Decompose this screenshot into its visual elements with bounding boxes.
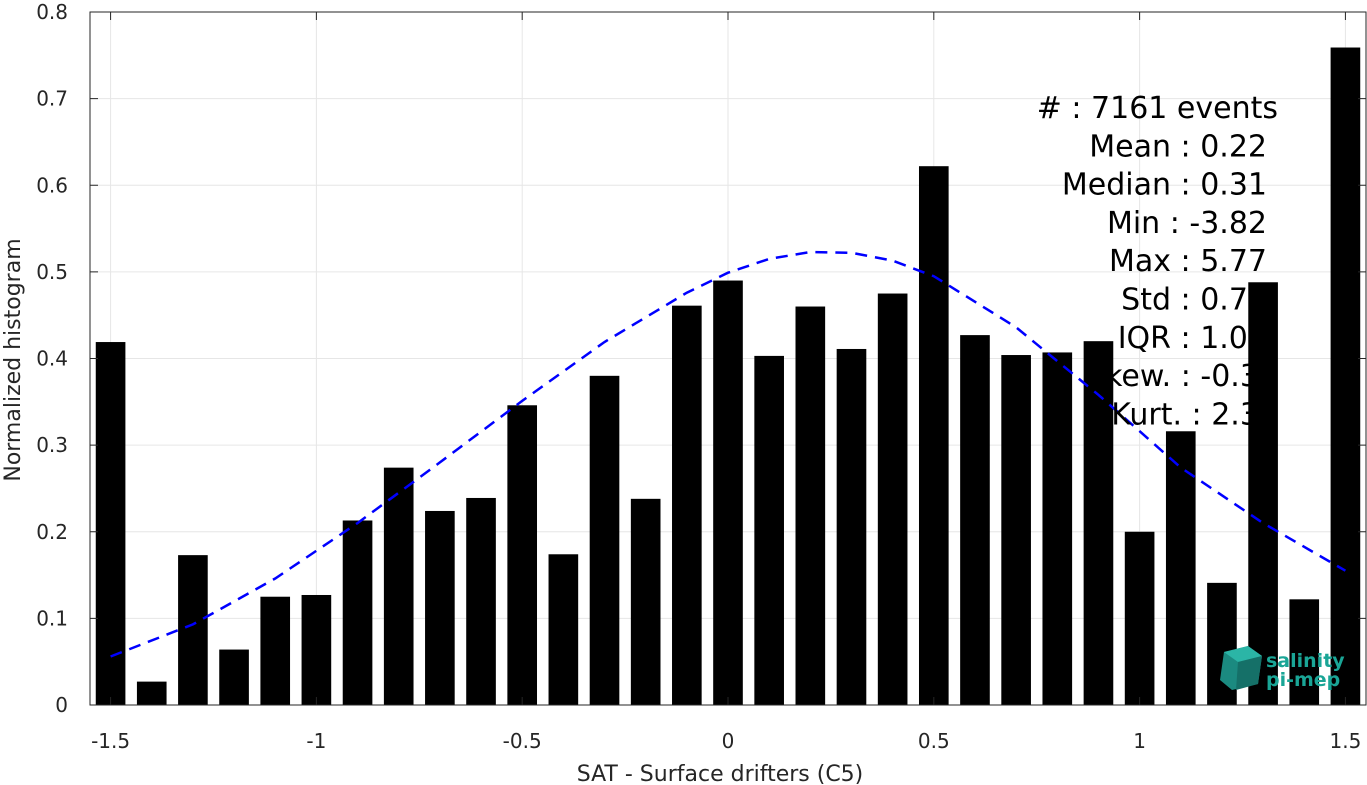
bar-3: [219, 649, 249, 705]
salinity-logo: salinity pi-mep: [1220, 646, 1345, 691]
fit-curve: [110, 250, 1347, 658]
bar-19: [877, 293, 908, 705]
bar-23: [1042, 352, 1073, 705]
x-tick-label-1: -1: [306, 729, 326, 753]
logo-line1: salinity: [1266, 650, 1345, 672]
bar-30: [1330, 47, 1361, 706]
bar-25: [1124, 531, 1155, 705]
bar-16: [754, 355, 784, 705]
x-tick-label-4: 0.5: [918, 729, 950, 753]
bar-11: [548, 554, 579, 705]
bar-21: [960, 335, 990, 705]
x-tick-label-5: 1: [1133, 729, 1146, 753]
bar-24: [1083, 341, 1114, 705]
bar-9: [466, 497, 496, 705]
x-tick-label-6: 1.5: [1330, 729, 1362, 753]
x-tick-label-3: 0: [722, 729, 735, 753]
stat-line-6: IQR : 1.05: [1118, 321, 1267, 356]
bar-29: [1289, 599, 1320, 705]
bar-7: [383, 467, 414, 705]
y-axis-title: Normalized histogram: [1, 238, 26, 481]
bar-20: [918, 166, 949, 705]
y-tick-label-1: 0.1: [36, 606, 68, 630]
x-tick-label-0: -1.5: [91, 729, 130, 753]
logo-line2: pi-mep: [1266, 669, 1340, 691]
y-axis-ticks: 0 0.1 0.2 0.3 0.4 0.5 0.6 0.7 0.8: [36, 0, 1366, 717]
y-tick-label-5: 0.5: [36, 260, 68, 284]
bar-1: [136, 681, 167, 705]
stat-line-7: Skew. : -0.31: [1086, 359, 1278, 394]
bar-18: [836, 348, 867, 705]
stat-line-4: Max : 5.77: [1109, 244, 1267, 279]
logo-cube-icon: [1220, 646, 1262, 690]
bar-14: [672, 305, 702, 705]
x-axis-title: SAT - Surface drifters (C5): [577, 762, 864, 785]
y-tick-label-2: 0.2: [36, 520, 68, 544]
y-tick-label-0: 0: [55, 693, 68, 717]
y-tick-label-7: 0.7: [36, 87, 68, 111]
bar-22: [1001, 355, 1031, 705]
y-tick-label-4: 0.4: [36, 347, 68, 371]
bar-12: [589, 375, 620, 705]
stat-line-0: # : 7161 events: [1037, 91, 1278, 126]
y-tick-label-8: 0.8: [36, 0, 68, 24]
bar-17: [795, 306, 826, 705]
y-tick-label-3: 0.3: [36, 433, 68, 457]
x-axis-ticks: -1.5 -1 -0.5 0 0.5 1 1.5: [91, 12, 1361, 753]
bar-15: [713, 280, 743, 705]
stat-line-2: Median : 0.31: [1062, 168, 1267, 203]
stat-line-8: Kurt. : 2.33: [1111, 397, 1278, 432]
y-tick-label-6: 0.6: [36, 173, 68, 197]
bar-4: [260, 596, 291, 705]
bar-6: [342, 520, 373, 705]
bar-26: [1165, 431, 1196, 705]
bar-28: [1248, 282, 1278, 705]
bar-10: [507, 405, 538, 705]
stat-line-3: Min : -3.82: [1107, 206, 1267, 241]
x-tick-label-2: -0.5: [503, 729, 542, 753]
bar-2: [178, 555, 208, 705]
bar-8: [425, 510, 455, 705]
bar-5: [301, 594, 332, 705]
bar-13: [630, 498, 661, 705]
stat-line-1: Mean : 0.22: [1089, 129, 1267, 164]
stat-line-5: Std : 0.73: [1121, 283, 1267, 318]
histogram-bars: [95, 47, 1361, 706]
bar-0: [95, 342, 126, 705]
